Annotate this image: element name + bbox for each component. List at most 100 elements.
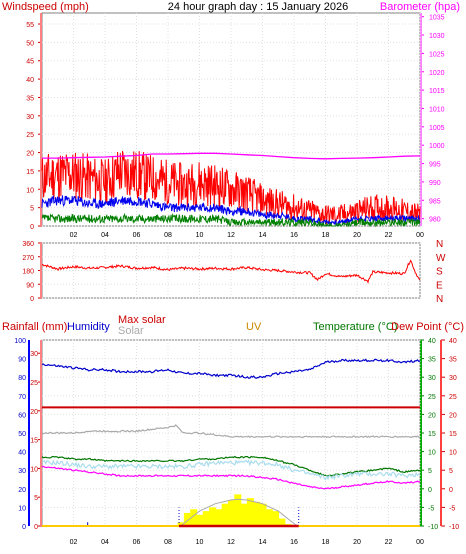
solar-label: Solar	[118, 325, 144, 337]
solar-bar	[234, 494, 242, 526]
wind-tick-label: 25	[26, 132, 34, 139]
solar-bar	[202, 511, 210, 526]
dew-tick-label: 10	[449, 450, 457, 457]
humidity-tick-label: 100	[14, 338, 26, 345]
barometer-tick-label: 995	[429, 162, 441, 169]
temperature-label: Temperature (°C)	[313, 321, 397, 333]
solar-bar	[221, 503, 229, 526]
solar-bar	[253, 501, 261, 526]
wind-tick-label: 55	[26, 22, 34, 29]
wind-x-tick-label: 02	[70, 232, 78, 239]
temp-x-tick-label: 12	[227, 539, 235, 546]
tick-labels: 0510152025303540455055980985990995100010…	[14, 15, 459, 546]
temp-x-tick-label: 00	[416, 539, 424, 546]
humidity-tick-label: 30	[18, 468, 26, 475]
barometer-tick-label: 1005	[429, 125, 445, 132]
wind-x-tick-label: 12	[227, 232, 235, 239]
barometer-tick-label: 980	[429, 217, 441, 224]
wind-x-tick-label: 08	[164, 232, 172, 239]
temp-x-tick-label: 20	[353, 539, 361, 546]
temp-grid	[28, 339, 445, 527]
temp-x-tick-label: 06	[133, 539, 141, 546]
series-gust	[41, 150, 421, 225]
compass-label: N	[436, 294, 443, 305]
temp-x-tick-label: 10	[196, 539, 204, 546]
uv-label: UV	[246, 321, 262, 333]
dew-tick-label: 30	[449, 375, 457, 382]
humidity-tick-label: 40	[18, 450, 26, 457]
wind-x-tick-label: 00	[416, 232, 424, 239]
temp-tick-label: 25	[428, 394, 436, 401]
wind-x-tick-label: 18	[322, 232, 330, 239]
dew-tick-label: 40	[449, 338, 457, 345]
solar-bar	[265, 509, 273, 526]
series-barometer	[42, 152, 421, 160]
solar-bar	[259, 503, 267, 526]
dew-tick-label: 20	[449, 412, 457, 419]
direction-grid	[38, 242, 421, 299]
dew-tick-label: -10	[449, 524, 459, 531]
wind-tick-label: 10	[26, 187, 34, 194]
compass-label: E	[436, 280, 443, 291]
solar-bar	[272, 511, 280, 526]
humidity-tick-label: 50	[18, 431, 26, 438]
series-apptemp	[41, 459, 421, 481]
barometer-axis-label: Barometer (hpa)	[380, 1, 460, 13]
wind-grid	[38, 13, 424, 227]
rain-tick-label: 25	[30, 380, 38, 387]
temp-x-tick-label: 04	[101, 539, 109, 546]
direction-marks	[41, 259, 421, 284]
series-avgspeed	[41, 212, 421, 228]
solar-bar	[240, 503, 248, 526]
temp-tick-label: 0	[428, 487, 432, 494]
compass-label: S	[436, 267, 443, 278]
solar-bar	[209, 507, 217, 526]
humidity-tick-label: 0	[22, 524, 26, 531]
solar-bar	[246, 498, 254, 526]
solar-bar	[190, 509, 198, 526]
wind-tick-label: 50	[26, 40, 34, 47]
max-solar-label: Max solar	[118, 314, 166, 326]
wind-axis-label: Windspeed (mph)	[2, 1, 89, 13]
wind-tick-label: 0	[30, 224, 34, 231]
series-solar	[41, 424, 420, 439]
temp-x-tick-label: 16	[290, 539, 298, 546]
humidity-tick-label: 80	[18, 375, 26, 382]
solar-bar	[215, 509, 223, 526]
wind-tick-label: 35	[26, 95, 34, 102]
barometer-tick-label: 1035	[429, 15, 445, 22]
temp-tick-label: 35	[428, 357, 436, 364]
temp-x-tick-label: 18	[322, 539, 330, 546]
dew-tick-label: 0	[449, 487, 453, 494]
wind-tick-label: 15	[26, 169, 34, 176]
wind-x-tick-label: 22	[385, 232, 393, 239]
wind-x-tick-label: 10	[196, 232, 204, 239]
barometer-tick-label: 1020	[429, 70, 445, 77]
temp-tick-label: -10	[428, 524, 438, 531]
rain-tick-label: 30	[30, 351, 38, 358]
series-humidity	[41, 358, 421, 379]
humidity-tick-label: 70	[18, 394, 26, 401]
compass-label: N	[436, 239, 443, 250]
series-dewpoint	[41, 465, 421, 490]
direction-tick-label: 90	[26, 282, 34, 289]
barometer-tick-label: 1025	[429, 51, 445, 58]
solar-bar	[196, 514, 204, 526]
barometer-tick-label: 1010	[429, 106, 445, 113]
wind-x-tick-label: 16	[290, 232, 298, 239]
dew-tick-label: 15	[449, 431, 457, 438]
solar-bar	[228, 499, 235, 526]
max-solar-curve	[180, 498, 298, 527]
compass-label: W	[436, 253, 446, 264]
humidity-tick-label: 10	[18, 505, 26, 512]
rain-tick-label: 20	[30, 409, 38, 416]
dew-tick-label: 5	[449, 468, 453, 475]
temp-tick-label: 5	[428, 468, 432, 475]
temp-tick-label: 20	[428, 412, 436, 419]
rain-tick-label: 15	[30, 438, 38, 445]
temp-x-tick-label: 02	[70, 539, 78, 546]
wind-x-tick-label: 20	[353, 232, 361, 239]
chart-title: 24 hour graph day : 15 January 2026	[168, 1, 348, 13]
wind-x-tick-label: 04	[101, 232, 109, 239]
temp-tick-label: 40	[428, 338, 436, 345]
